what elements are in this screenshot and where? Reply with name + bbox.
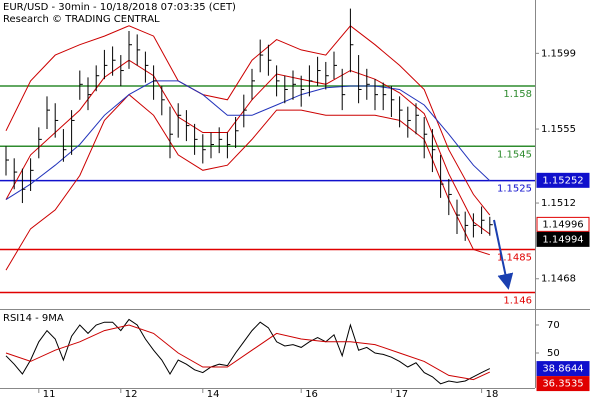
chart-title: EUR/USD - 30min - 10/18/2018 07:03:35 (C… bbox=[3, 2, 236, 13]
value-tag-label: 1.15252 bbox=[542, 175, 583, 186]
value-tag-label: 36.3535 bbox=[542, 379, 583, 390]
y-tick-label: 1.1512 bbox=[541, 198, 576, 209]
x-tick-label: 17 bbox=[395, 389, 408, 400]
value-tag-box bbox=[536, 231, 590, 247]
y-tick-label: 1.1599 bbox=[541, 48, 576, 59]
level-label: 1.1525 bbox=[497, 184, 532, 195]
y-tick-label: 70 bbox=[547, 320, 560, 331]
rsi-line bbox=[5, 324, 491, 381]
x-tick-label: 12 bbox=[125, 389, 138, 400]
value-tag-label: 1.14996 bbox=[542, 219, 583, 230]
x-tick-label: 14 bbox=[207, 389, 220, 400]
forecast-arrow bbox=[493, 219, 514, 290]
rsi-line bbox=[5, 318, 491, 385]
y-tick-label: 1.1468 bbox=[541, 274, 576, 285]
value-tag-box bbox=[536, 361, 590, 377]
value-tag-box bbox=[536, 172, 590, 188]
value-tag-box bbox=[536, 216, 590, 232]
level-label: 1.1545 bbox=[497, 149, 532, 160]
overlay-line bbox=[5, 80, 491, 201]
value-tag-box bbox=[536, 376, 590, 392]
chart-subtitle: Research © TRADING CENTRAL bbox=[3, 14, 160, 25]
value-tag-label: 38.8644 bbox=[542, 364, 583, 375]
x-tick-label: 11 bbox=[43, 389, 56, 400]
level-label: 1.1485 bbox=[497, 252, 532, 263]
level-label: 1.158 bbox=[503, 89, 532, 100]
value-tag-label: 1.14994 bbox=[542, 234, 583, 245]
x-tick-label: 18 bbox=[486, 389, 499, 400]
y-tick-label: 50 bbox=[547, 348, 560, 359]
rsi-title: RSI14 - 9MA bbox=[3, 313, 64, 324]
level-label: 1.146 bbox=[503, 296, 532, 307]
x-tick-label: 16 bbox=[305, 389, 318, 400]
plot-area: 1.1468 1.1512 1.1555 1.1599 1.158 1.1545 1.152… bbox=[0, 8, 590, 392]
overlay-line bbox=[5, 25, 491, 216]
y-tick-label: 1.1555 bbox=[541, 124, 576, 135]
